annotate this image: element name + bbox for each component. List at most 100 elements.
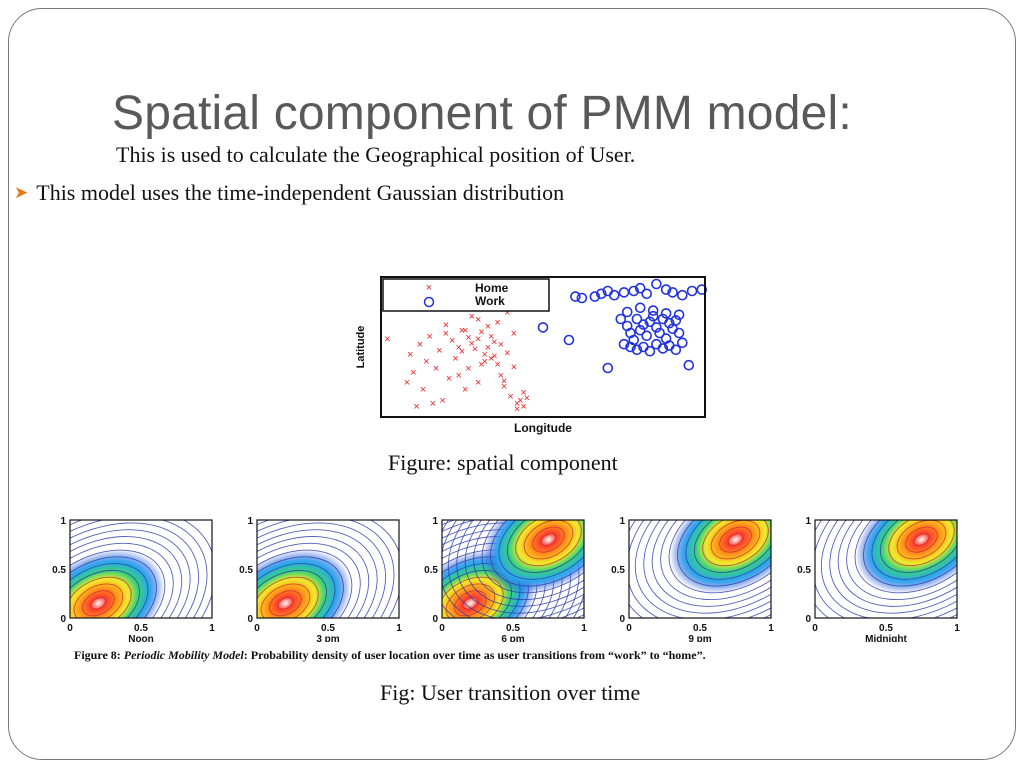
x-tick-label: 0 <box>439 623 445 634</box>
x-tick-label: 1 <box>768 623 774 634</box>
panel-time-label: Noon <box>128 634 154 642</box>
home-point: × <box>465 363 471 375</box>
work-point <box>683 359 695 371</box>
home-point: × <box>491 350 497 362</box>
home-point: × <box>520 387 526 399</box>
contour-ring <box>815 520 957 618</box>
figure8-caption: Figure 8: Periodic Mobility Model: Proba… <box>74 648 706 663</box>
x-tick-label: 1 <box>209 623 215 634</box>
y-tick-label: 0 <box>60 614 66 625</box>
home-point: × <box>511 328 517 340</box>
home-point: × <box>404 377 410 389</box>
home-point: × <box>491 336 497 348</box>
panel-time-label: Midnight <box>865 634 907 642</box>
contour-lines <box>815 520 957 618</box>
work-point <box>570 291 581 302</box>
work-point <box>673 309 685 321</box>
contour-ring <box>442 520 584 618</box>
scatter-marks: ××××××××××××××××××××××××××××××××× ××××× ××… <box>384 278 708 416</box>
legend-label-home: Home <box>475 281 509 295</box>
contour-ring <box>854 520 957 594</box>
work-point <box>670 344 682 356</box>
contour-ring <box>70 556 157 618</box>
work-point <box>664 317 675 329</box>
work-point <box>618 287 630 298</box>
x-tick-label: 0 <box>67 623 73 634</box>
y-tick-label: 0.5 <box>239 565 253 576</box>
contour-ring <box>90 597 107 610</box>
work-point <box>618 338 630 350</box>
home-point: × <box>494 359 500 371</box>
home-point: × <box>430 398 436 410</box>
contour-lines <box>70 520 212 618</box>
contour-ring <box>879 520 957 573</box>
panel-frame <box>69 519 213 619</box>
contour-ring <box>70 569 141 618</box>
work-point <box>634 302 646 314</box>
home-point: × <box>485 321 491 333</box>
work-point <box>621 306 633 318</box>
contour-ring <box>454 590 487 617</box>
home-point: × <box>469 338 475 350</box>
y-tick-label: 1 <box>805 516 811 527</box>
contour-ring <box>257 542 361 618</box>
home-point: × <box>475 377 481 389</box>
contour-ring <box>719 526 752 553</box>
work-point <box>634 324 646 336</box>
contour-ring <box>837 520 957 607</box>
contour-ring <box>905 526 938 553</box>
y-tick-label: 0 <box>805 614 811 625</box>
slide-subtitle: This is used to calculate the Geographic… <box>116 142 636 167</box>
home-point: × <box>452 353 458 365</box>
contour-ring <box>70 576 132 618</box>
contour-lines <box>442 520 584 618</box>
contour-panel: 0 0.5 1 0 0.5 1 Midnight <box>797 516 960 642</box>
y-tick-label: 1 <box>60 516 66 527</box>
work-point <box>625 341 636 353</box>
contour-ring <box>82 590 115 617</box>
contour-ring <box>727 533 744 546</box>
home-point: × <box>462 325 468 337</box>
work-point <box>667 287 678 298</box>
work-point <box>596 288 607 300</box>
work-point <box>576 292 588 304</box>
figure1-caption: Figure: spatial component <box>388 450 618 475</box>
panel-frame <box>628 519 772 619</box>
home-point: × <box>426 331 432 343</box>
contour-panel: 0 0.5 1 0 0.5 1 6 pm <box>424 516 587 642</box>
home-point: × <box>498 370 504 382</box>
y-tick-label: 1 <box>619 516 625 527</box>
y-tick-label: 0.5 <box>52 565 66 576</box>
legend-marker-home: × <box>426 282 432 294</box>
contour-ring <box>896 520 947 560</box>
home-point: × <box>485 342 491 354</box>
home-point: × <box>488 353 494 365</box>
home-point: × <box>514 398 520 410</box>
work-point <box>631 313 643 325</box>
panels-group: 0 0.5 1 0 0.5 1 Noon 0 0.5 1 0 0.5 1 3 pm 0 0.5 1 0 0.5 1 6 … <box>52 516 960 642</box>
x-tick-label: 0.5 <box>321 623 335 634</box>
contour-ring <box>651 520 771 607</box>
contour-ring <box>464 520 584 607</box>
x-tick-label: 1 <box>954 623 960 634</box>
work-point <box>563 334 575 346</box>
contour-ring <box>660 520 771 601</box>
contour-ring <box>70 529 191 618</box>
contour-ring <box>462 597 479 610</box>
contour-ring <box>257 520 399 618</box>
x-tick-label: 0.5 <box>693 623 707 634</box>
contour-ring <box>70 522 200 618</box>
work-point <box>644 316 656 328</box>
contour-ring <box>829 520 957 614</box>
contour-ring <box>473 520 584 601</box>
home-point: × <box>417 339 423 351</box>
work-point <box>644 345 656 357</box>
panel-frame <box>441 519 585 619</box>
slide-frame <box>8 8 1016 760</box>
contour-ring <box>481 520 584 594</box>
home-point: × <box>481 349 487 361</box>
contour-ring <box>257 556 344 618</box>
home-point: × <box>501 376 507 388</box>
contour-ring <box>668 520 771 594</box>
contour-ring <box>269 590 302 617</box>
